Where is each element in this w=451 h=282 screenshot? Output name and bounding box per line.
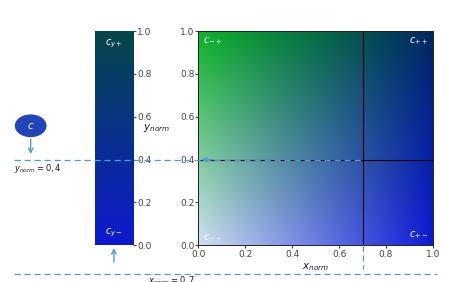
Text: $c$: $c$ bbox=[27, 121, 34, 131]
Text: $c_{--}$: $c_{--}$ bbox=[203, 231, 222, 241]
Text: $c_{-+}$: $c_{-+}$ bbox=[203, 35, 222, 47]
Text: $c_{++}$: $c_{++}$ bbox=[409, 35, 428, 47]
Text: $y_{norm} = 0,4$: $y_{norm} = 0,4$ bbox=[14, 162, 61, 175]
Text: $c_{+-}$: $c_{+-}$ bbox=[409, 229, 428, 241]
Text: $c_{y+}$: $c_{y+}$ bbox=[105, 38, 123, 50]
Ellipse shape bbox=[15, 115, 46, 136]
Text: $y_{norm}$: $y_{norm}$ bbox=[143, 122, 170, 134]
X-axis label: $x_{norm}$: $x_{norm}$ bbox=[302, 261, 329, 273]
Text: $x_{norm} = 0,7$: $x_{norm} = 0,7$ bbox=[147, 275, 195, 282]
Text: $c_{y-}$: $c_{y-}$ bbox=[105, 226, 123, 239]
